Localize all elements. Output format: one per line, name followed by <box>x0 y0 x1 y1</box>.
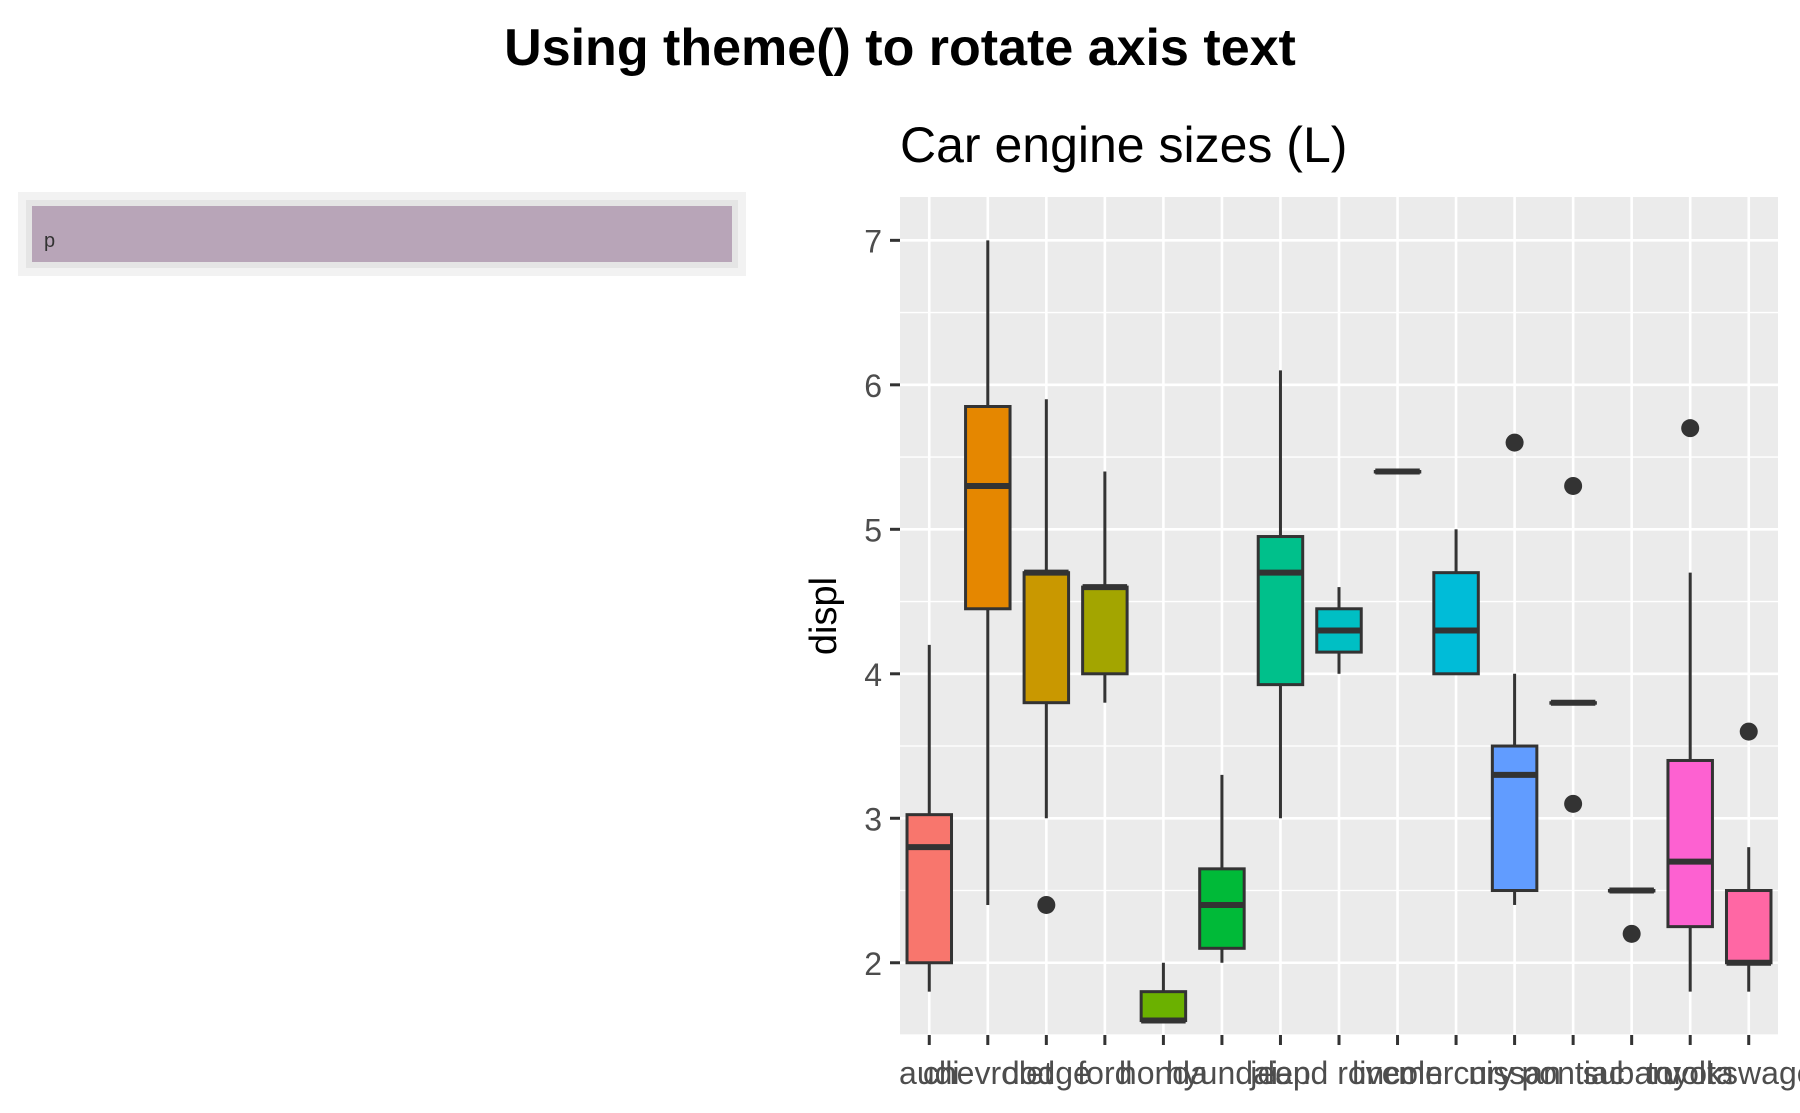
left-panel-label: p <box>44 230 56 252</box>
outlier-point <box>1681 419 1700 438</box>
x-tick-label: subaru <box>1583 1055 1681 1091</box>
outlier-point <box>1622 924 1641 943</box>
box-body <box>1198 867 1246 950</box>
box-body <box>1490 744 1539 893</box>
outlier-point <box>1739 722 1758 741</box>
box-hyundai <box>1198 774 1246 963</box>
boxes-layer <box>905 240 1773 1024</box>
box-audi <box>905 644 954 992</box>
chart-title: Car engine sizes (L) <box>900 117 1347 173</box>
x-tick-label: dodge <box>1002 1055 1091 1091</box>
outlier-point <box>1037 895 1056 914</box>
box-toyota <box>1666 419 1714 992</box>
y-tick-label: 4 <box>864 657 882 693</box>
y-tick-label: 6 <box>864 368 882 404</box>
box-jeep <box>1256 370 1305 819</box>
box-dodge <box>1022 399 1071 914</box>
x-tick-label: lincoln <box>1352 1055 1443 1091</box>
box-honda <box>1139 962 1188 1024</box>
x-tick-label: pontiac <box>1522 1055 1625 1091</box>
x-tick-label: volkswagen <box>1665 1055 1800 1091</box>
box-body <box>964 405 1012 611</box>
box-nissan <box>1490 433 1539 905</box>
box-body <box>1139 990 1188 1023</box>
y-tick-label: 3 <box>864 801 882 837</box>
x-tick-label: toyota <box>1647 1055 1734 1091</box>
box-ford <box>1081 471 1129 703</box>
box-subaru <box>1607 887 1656 943</box>
outlier-point <box>1564 794 1583 813</box>
box-body <box>1081 585 1129 676</box>
outlier-point <box>1564 476 1583 495</box>
box-volkswagen <box>1724 722 1773 992</box>
x-tick-label: land rover <box>1268 1055 1411 1091</box>
outlier-point <box>1505 433 1524 452</box>
box-chevrolet <box>964 240 1012 905</box>
y-tick-label: 5 <box>864 512 882 548</box>
x-tick-label: jeep <box>1249 1055 1311 1091</box>
box-body <box>1432 571 1480 676</box>
x-tick-label: hyundai <box>1166 1055 1278 1091</box>
box-land-rover <box>1315 587 1363 674</box>
page-title: Using theme() to rotate axis text <box>504 19 1296 77</box>
y-axis-label: displ <box>803 577 845 655</box>
box-pontiac <box>1549 476 1597 813</box>
box-body <box>1666 758 1714 929</box>
x-tick-label: honda <box>1119 1055 1208 1091</box>
left-panel-inner: p <box>26 200 738 268</box>
left-panel-bar: p <box>32 206 732 262</box>
box-body <box>1256 535 1305 687</box>
y-tick-label: 7 <box>864 223 882 259</box>
x-tick-label: ford <box>1077 1055 1132 1091</box>
axes-layer: 2 3 4 5 6 7 audichevroletdodgefordhondahyundai… <box>864 223 1800 1091</box>
box-body <box>905 813 954 965</box>
box-lincoln <box>1373 468 1422 475</box>
y-tick-label: 2 <box>864 946 882 982</box>
x-tick-label: nissan <box>1468 1055 1561 1091</box>
box-mercury <box>1432 529 1480 676</box>
box-body <box>1022 571 1071 705</box>
x-tick-label: audi <box>899 1055 960 1091</box>
box-body <box>1724 889 1773 965</box>
x-tick-label: mercury <box>1398 1055 1514 1091</box>
x-tick-label: chevrolet <box>923 1055 1053 1091</box>
left-panel: p <box>18 192 746 276</box>
